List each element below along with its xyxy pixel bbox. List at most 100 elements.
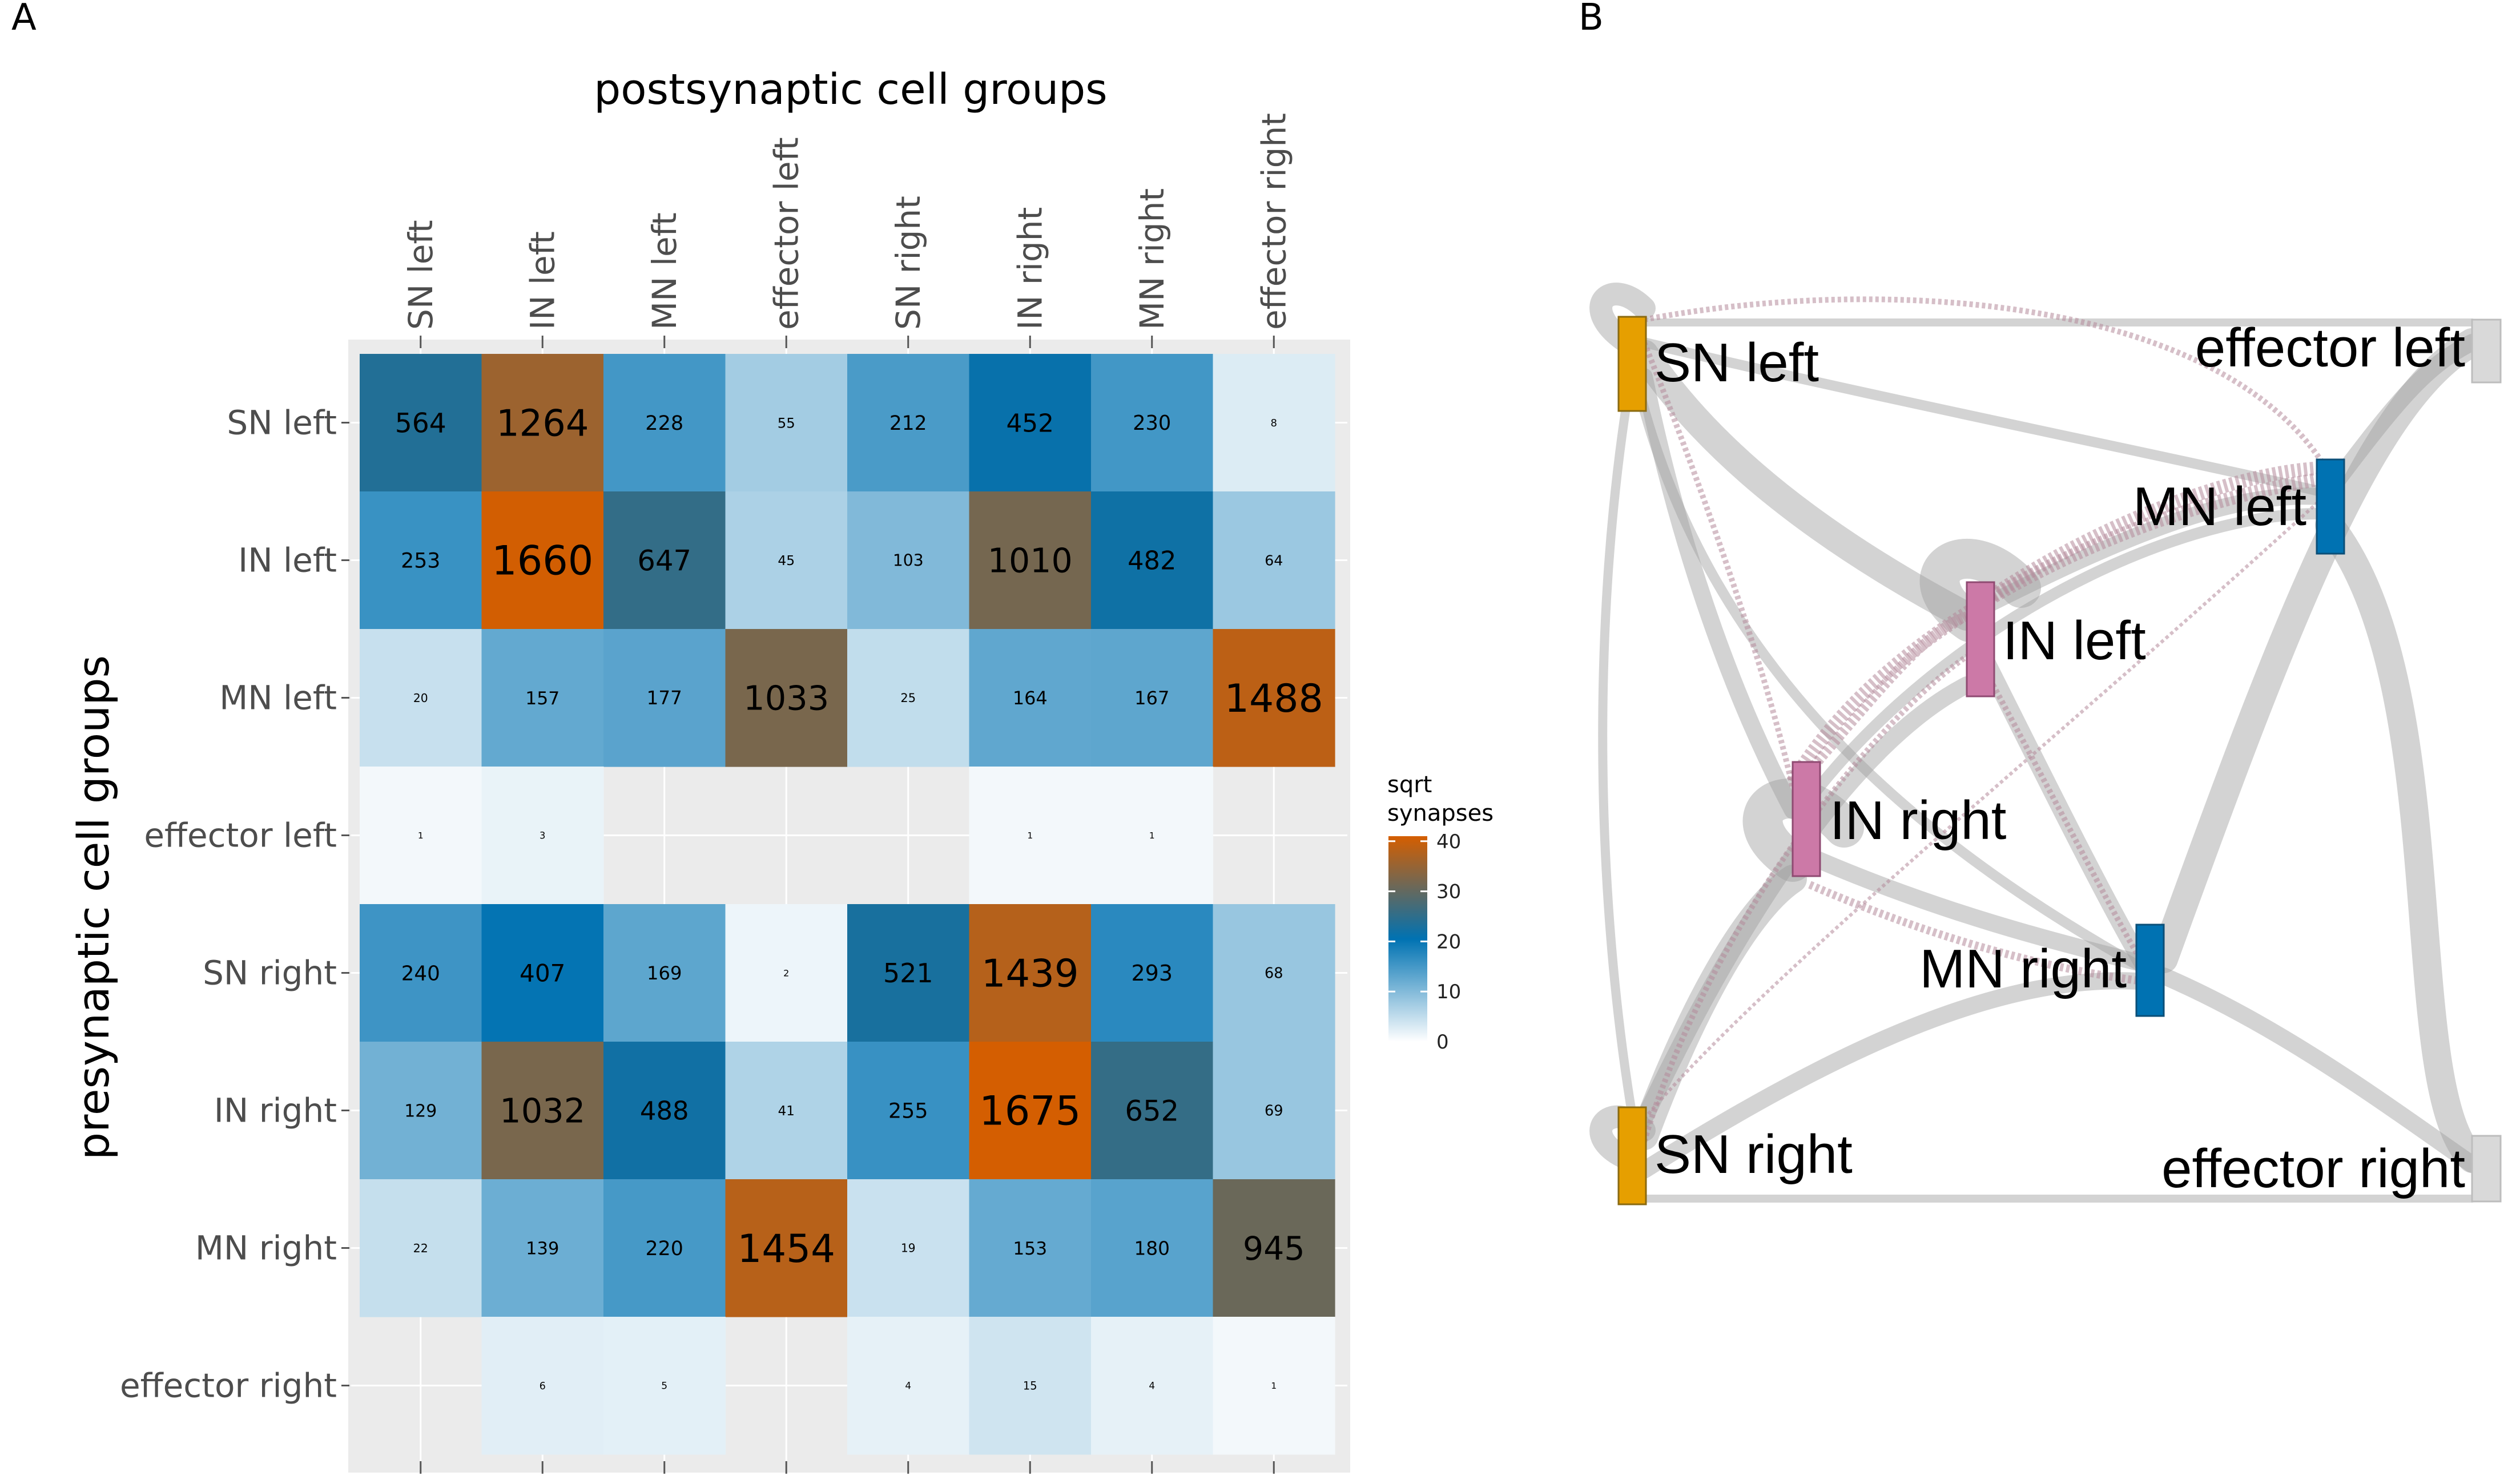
- heatmap-cell: [603, 1317, 726, 1455]
- edge-mnleft-effright: [2315, 511, 2486, 1173]
- y-tick-label: IN right: [214, 1091, 337, 1130]
- edge-inh-snright-mnleft: [1643, 501, 2320, 1120]
- heatmap-cell-label: 1: [1271, 1381, 1277, 1391]
- node-in-left: [1966, 581, 1995, 697]
- x-tick-label: SN right: [889, 196, 928, 330]
- heatmap-cell: [847, 904, 970, 1042]
- heatmap-cell-label: 1032: [500, 1091, 585, 1131]
- legend-colorbar: [1388, 836, 1427, 1042]
- node-label-sn-right: SN right: [1654, 1124, 1853, 1185]
- panel-a-letter: A: [11, 0, 37, 39]
- edge-inh-snleft-inright: [1641, 341, 1796, 789]
- x-tick-label: SN left: [401, 220, 440, 330]
- heatmap-cell-label: 1660: [492, 538, 593, 584]
- y-tick-label: IN left: [238, 541, 337, 580]
- edge-snleft-inleft: [1630, 340, 1981, 631]
- edge-inh-inright-mnright: [1808, 881, 2147, 986]
- heatmap-cell: [481, 1317, 604, 1455]
- heatmap-cell-label: 3: [540, 830, 545, 841]
- heatmap-cell-label: 293: [1131, 961, 1173, 986]
- heatmap-cell: [1213, 629, 1335, 767]
- heatmap-cell-label: 945: [1243, 1230, 1305, 1268]
- edge-inleft-self: [1919, 538, 2041, 642]
- x-tick-label: MN right: [1133, 188, 1172, 330]
- heatmap-cell: [969, 904, 1092, 1042]
- heatmap-cell-label: 103: [893, 551, 924, 570]
- heatmap-cell-label: 212: [889, 412, 927, 435]
- node-label-mn-left: MN left: [2133, 476, 2306, 537]
- heatmap-cell-label: 482: [1128, 546, 1176, 576]
- heatmap-cell: [1213, 1179, 1335, 1317]
- node-sn-right: [1617, 1106, 1647, 1205]
- heatmap-cell: [725, 491, 848, 630]
- node-label-effector-right: effector right: [2161, 1138, 2465, 1199]
- legend-title-line-1: sqrt: [1387, 772, 1432, 798]
- heatmap-cell-label: 1033: [743, 679, 829, 718]
- heatmap-cell: [1091, 354, 1214, 492]
- heatmap-cell: [360, 904, 482, 1042]
- heatmap-cell-label: 452: [1006, 409, 1054, 438]
- x-axis-title: postsynaptic cell groups: [594, 65, 1108, 114]
- legend-title-line-2: synapses: [1387, 800, 1493, 826]
- heatmap-cell-label: 228: [645, 412, 683, 435]
- heatmap-cell: [481, 354, 604, 492]
- heatmap-cell: [969, 629, 1092, 767]
- y-tick-label: effector left: [144, 816, 337, 855]
- edge-inh-inright-mnleft: [1786, 473, 2319, 786]
- edge-inh-inleft-mnright: [1984, 672, 2149, 972]
- heatmap-cell: [847, 1317, 970, 1455]
- heatmap-cell: [1213, 354, 1335, 492]
- legend-tick-label: 40: [1436, 830, 1461, 853]
- heatmap-cell-label: 55: [778, 414, 795, 431]
- heatmap-cell-label: 153: [1013, 1239, 1047, 1259]
- heatmap-cell: [360, 767, 482, 905]
- heatmap-cell: [847, 354, 970, 492]
- heatmap-cell-label: 20: [413, 691, 428, 705]
- x-tick-label: IN right: [1011, 207, 1049, 330]
- heatmap-cell-label: 240: [401, 962, 440, 985]
- edge-inright-mnright: [1801, 848, 2155, 973]
- heatmap-cell: [1213, 904, 1335, 1042]
- edge-inright-mnleft: [1804, 508, 2324, 805]
- node-label-in-left: IN left: [2003, 610, 2146, 671]
- node-mn-right: [2135, 924, 2165, 1017]
- heatmap-cell: [969, 1179, 1092, 1317]
- node-mn-left: [2316, 458, 2345, 555]
- node-effector-right: [2471, 1135, 2502, 1203]
- edge-inh-inleft-mnleft: [1983, 461, 2330, 605]
- edge-snright-inright: [1630, 865, 1807, 1150]
- heatmap-cell-label: 2: [783, 967, 789, 978]
- edge-snleft-mnright: [1633, 383, 2152, 975]
- edge-mnright-effright: [2155, 967, 2481, 1173]
- heatmap-cell-label: 1010: [988, 542, 1073, 580]
- network-edges-excitatory: [1589, 283, 2486, 1203]
- heatmap-cell: [603, 904, 726, 1042]
- x-tick-label: effector right: [1254, 113, 1293, 330]
- legend-ticks: 0 10 20 30 40: [1388, 830, 1461, 1054]
- node-effector-left: [2471, 318, 2502, 384]
- heatmap-cell-label: 1: [1027, 830, 1033, 841]
- heatmap-cell-label: 25: [900, 691, 916, 705]
- heatmap-cell-label: 15: [1023, 1379, 1037, 1392]
- heatmap-cell-label: 139: [526, 1239, 559, 1259]
- legend-tick-label: 0: [1436, 1031, 1449, 1054]
- heatmap-cell-label: 1: [1149, 830, 1155, 841]
- heatmap-cell: [603, 354, 726, 492]
- heatmap-cell: [969, 767, 1092, 905]
- node-label-in-right: IN right: [1830, 790, 2006, 851]
- node-label-effector-left: effector left: [2195, 317, 2465, 378]
- heatmap-cell-label: 180: [1134, 1237, 1170, 1259]
- heatmap-cell-label: 521: [883, 958, 933, 989]
- heatmap-cell-label: 1488: [1225, 676, 1323, 721]
- heatmap-cell: [603, 491, 726, 630]
- heatmap-cell-label: 169: [647, 962, 682, 984]
- y-axis-ticks: SN left IN left MN left effector left SN rig…: [120, 404, 349, 1405]
- heatmap-cell: [1091, 767, 1214, 905]
- heatmap-cell: [1091, 1179, 1214, 1317]
- heatmap-cell: [481, 1179, 604, 1317]
- heatmap-cell: [725, 904, 848, 1042]
- heatmap-cell-label: 129: [404, 1101, 437, 1121]
- heatmap-cell-label: 64: [1265, 553, 1283, 569]
